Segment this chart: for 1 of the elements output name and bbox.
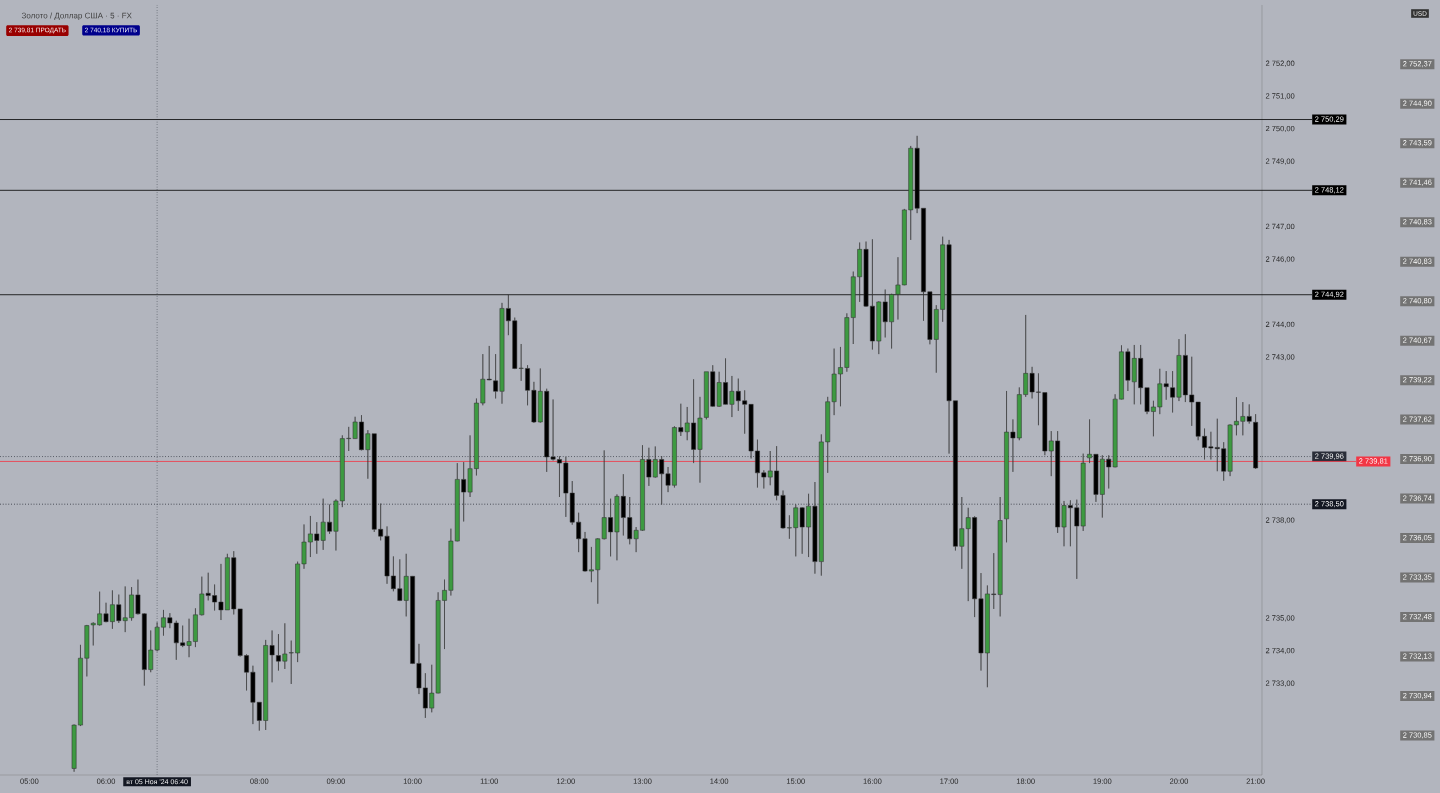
text: Золото / Доллар США · 5 · FX <box>21 12 132 20</box>
